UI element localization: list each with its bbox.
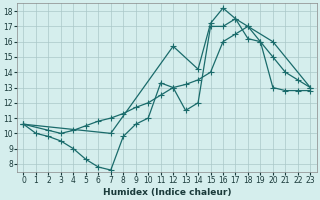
X-axis label: Humidex (Indice chaleur): Humidex (Indice chaleur) xyxy=(103,188,231,197)
